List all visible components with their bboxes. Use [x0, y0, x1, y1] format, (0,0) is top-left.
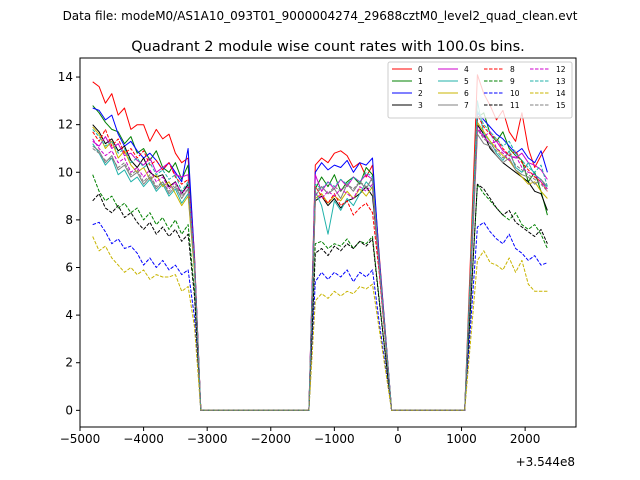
legend-label-8: 8 — [510, 65, 515, 74]
series-lines — [92, 74, 548, 411]
series-line-11 — [92, 183, 548, 411]
x-tick-label: −4000 — [123, 432, 164, 446]
series-line-5 — [92, 100, 548, 411]
chart-title: Quadrant 2 module wise count rates with … — [131, 39, 525, 55]
y-tick-label: 2 — [65, 356, 73, 370]
axes-background — [80, 58, 576, 427]
x-tick-label: 2000 — [510, 432, 541, 446]
suptitle: Data file: modeM0/AS1A10_093T01_90000042… — [63, 9, 578, 23]
x-tick-label: −1000 — [314, 432, 355, 446]
y-tick-label: 0 — [65, 403, 73, 417]
series-line-14 — [92, 236, 548, 411]
series-line-12 — [92, 126, 548, 411]
legend-label-7: 7 — [464, 101, 469, 110]
y-tick-label: 12 — [58, 118, 73, 132]
x-offset-label: +3.544e8 — [516, 455, 575, 469]
y-tick-label: 8 — [65, 213, 73, 227]
legend-label-0: 0 — [418, 65, 423, 74]
series-line-15 — [92, 128, 548, 411]
y-tick-label: 14 — [58, 70, 73, 84]
series-line-2 — [92, 107, 548, 411]
y-tick-label: 4 — [65, 308, 73, 322]
legend-label-3: 3 — [418, 101, 423, 110]
legend-label-9: 9 — [510, 77, 515, 86]
legend-box — [387, 61, 573, 119]
x-tick-label: 0 — [394, 432, 402, 446]
legend-label-1: 1 — [418, 77, 423, 86]
legend-label-11: 11 — [510, 101, 520, 110]
x-tick-label: 1000 — [446, 432, 477, 446]
x-tick-label: −2000 — [250, 432, 291, 446]
legend-label-14: 14 — [556, 89, 566, 98]
series-line-10 — [92, 221, 548, 411]
legend-label-10: 10 — [510, 89, 520, 98]
series-line-7 — [92, 133, 548, 411]
series-line-4 — [92, 128, 548, 411]
legend-label-15: 15 — [556, 101, 566, 110]
series-line-13 — [92, 109, 548, 411]
legend-label-5: 5 — [464, 77, 469, 86]
axes-frame — [79, 57, 577, 428]
legend-label-12: 12 — [556, 65, 566, 74]
y-tick-label: 6 — [65, 260, 73, 274]
x-tick-label: −5000 — [60, 432, 101, 446]
x-tick-label: −3000 — [187, 432, 228, 446]
legend-label-2: 2 — [418, 89, 423, 98]
axis-ticks: −5000 −4000 −3000 −2000 −1000 0 1000 2000 0 2 4 6 8 1… — [58, 70, 541, 446]
legend-label-4: 4 — [464, 65, 469, 74]
legend-label-13: 13 — [556, 77, 566, 86]
legend-label-6: 6 — [464, 89, 469, 98]
y-tick-label: 10 — [58, 165, 73, 179]
plot-area: −5000 −4000 −3000 −2000 −1000 0 1000 2000 0 2 4 6 8 1… — [58, 57, 577, 446]
